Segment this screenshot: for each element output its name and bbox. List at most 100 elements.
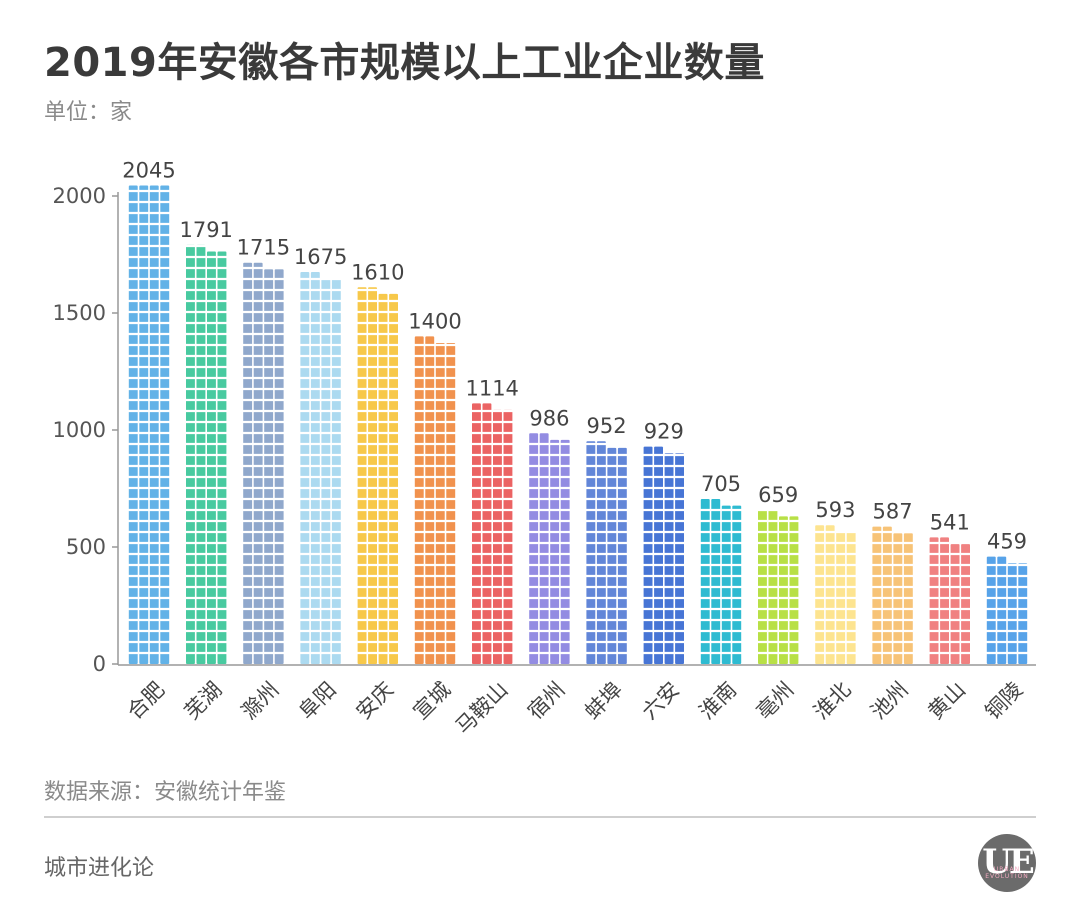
data-label: 541: [930, 510, 970, 534]
data-label: 929: [644, 420, 684, 444]
bar-column: [700, 499, 710, 664]
logo-text: UE: [982, 842, 1035, 882]
bar-column: [872, 526, 882, 664]
bar-column: [368, 287, 377, 664]
data-label: 1715: [237, 236, 290, 260]
unit-label: 单位：家: [44, 100, 133, 125]
source-note: 数据来源：安徽统计年鉴: [44, 780, 287, 805]
x-tick-label: 芜湖: [180, 677, 227, 724]
x-tick-label: 池州: [866, 677, 913, 724]
bar-column: [310, 272, 320, 664]
x-tick-label: 铜陵: [981, 677, 1028, 724]
bar-column: [472, 403, 481, 664]
bar: [185, 244, 228, 665]
data-label: 2045: [122, 158, 175, 182]
data-label: 1400: [408, 309, 461, 333]
bar-column: [664, 453, 674, 664]
bar-column: [414, 336, 424, 664]
bar: [128, 185, 170, 664]
bar: [642, 446, 685, 664]
bar-column: [539, 433, 549, 664]
bar: [414, 336, 456, 664]
bar-column: [825, 525, 835, 664]
x-tick-label: 宣城: [409, 677, 456, 724]
data-label: 986: [529, 406, 569, 430]
x-tick-label: 阜阳: [294, 677, 341, 724]
bar-column: [321, 278, 331, 664]
bar: [928, 537, 971, 664]
data-label: 659: [758, 483, 798, 507]
bar-chart: 0 500 1000 1500 2000 2045 合肥 1791 芜湖 1715 滁州 1675 阜阳…: [53, 158, 1036, 739]
bar: [356, 287, 399, 664]
data-label: 952: [587, 414, 627, 438]
bar-column: [721, 505, 731, 664]
bar-column: [139, 185, 149, 664]
brand-name: 城市进化论: [44, 856, 155, 881]
bar: [471, 403, 514, 664]
x-tick-label: 滁州: [237, 677, 284, 724]
bar-column: [331, 278, 341, 664]
chart-title: 2019年安徽各市规模以上工业企业数量: [44, 40, 765, 86]
bar-column: [986, 556, 996, 664]
bar: [757, 508, 800, 664]
bar: [299, 272, 342, 664]
bar-column: [207, 251, 216, 665]
data-label: 1791: [179, 218, 232, 242]
bar: [871, 526, 914, 664]
data-label: 705: [701, 472, 741, 496]
bar-column: [1007, 563, 1017, 664]
x-tick-label: 宿州: [523, 677, 570, 724]
brand-logo: UE URBAN EVOLUTION: [978, 834, 1036, 892]
y-tick-label: 0: [93, 652, 106, 676]
bar-column: [929, 537, 939, 664]
bar-column: [300, 272, 310, 664]
bar-column: [1018, 563, 1028, 664]
bar-column: [950, 544, 960, 664]
x-tick-label: 马鞍山: [451, 677, 513, 739]
y-tick-label: 500: [66, 535, 106, 559]
bar-column: [711, 499, 721, 664]
divider: [44, 816, 1036, 818]
bar-column: [482, 403, 492, 664]
bar-column: [149, 185, 159, 664]
bar-column: [732, 505, 742, 664]
x-tick-label: 淮北: [809, 677, 856, 724]
y-tick-label: 1500: [53, 301, 106, 325]
bar: [814, 525, 857, 664]
x-tick-label: 合肥: [123, 677, 170, 724]
bar-column: [529, 433, 539, 664]
bar: [585, 441, 628, 664]
bar: [242, 262, 285, 664]
bar: [986, 556, 1028, 664]
x-tick-label: 六安: [637, 677, 684, 724]
bar-column: [503, 409, 513, 664]
bar-column: [435, 343, 445, 664]
bar-column: [882, 526, 892, 664]
data-label: 459: [987, 530, 1027, 554]
bar-column: [961, 544, 970, 664]
data-label: 1114: [465, 376, 518, 400]
bar-column: [425, 336, 435, 664]
bar-column: [940, 537, 949, 664]
x-tick-label: 黄山: [923, 677, 970, 724]
bar-column: [493, 409, 502, 664]
x-tick-label: 安庆: [351, 677, 398, 724]
bar-column: [675, 453, 684, 664]
data-label: 587: [873, 500, 913, 524]
bar: [700, 499, 742, 664]
y-tick-label: 1000: [53, 418, 106, 442]
x-tick-label: 淮南: [695, 677, 742, 724]
logo-subtext: URBAN EVOLUTION: [985, 866, 1029, 880]
bar-column: [815, 525, 825, 664]
bar-column: [217, 251, 227, 665]
bar: [528, 433, 571, 664]
bar-column: [160, 185, 170, 664]
data-label: 593: [815, 498, 855, 522]
bar-column: [253, 262, 263, 664]
bar-column: [128, 185, 138, 664]
bar-column: [357, 287, 367, 664]
bar-column: [243, 262, 253, 664]
bar-column: [389, 293, 398, 664]
x-tick-label: 蚌埠: [580, 677, 627, 724]
bar-column: [997, 556, 1007, 664]
